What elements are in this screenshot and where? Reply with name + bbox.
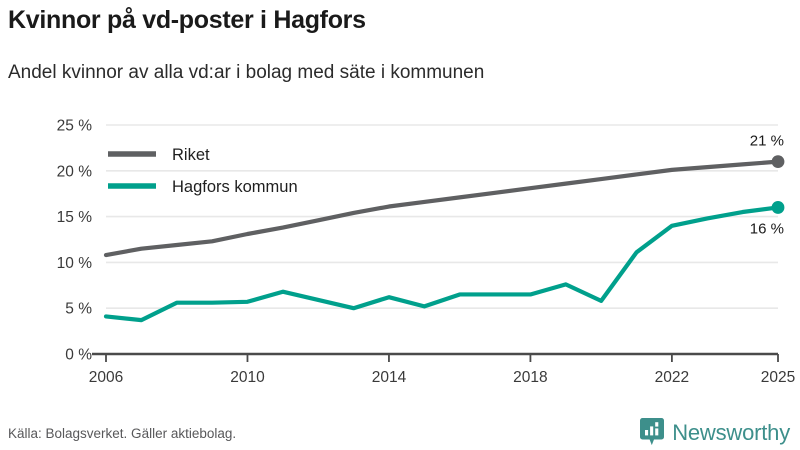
legend-label-riket: Riket (172, 146, 210, 164)
x-axis-tick-label: 2025 (761, 369, 795, 386)
series-line-hagfors (103, 205, 781, 323)
x-axis-tick-label: 2006 (89, 369, 123, 386)
series-endpoints (771, 155, 785, 214)
series-value-label-hagfors: 16 % (750, 220, 784, 237)
y-axis-tick-labels: 0 % 5 % 10 % 15 % 20 % 25 % (57, 118, 93, 364)
legend-label-hagfors: Hagfors kommun (172, 178, 298, 196)
y-axis-tick-label: 10 % (57, 255, 93, 272)
x-axis-tick-labels: 2006 2010 2014 2018 2022 2025 (89, 369, 795, 386)
series-line-riket (103, 159, 781, 258)
x-axis-tick-label: 2018 (513, 369, 547, 386)
brand-name: Newsworthy (672, 420, 790, 445)
series-value-label-riket: 21 % (750, 133, 784, 150)
brand-logo[interactable]: Newsworthy (639, 418, 790, 448)
x-axis-tick-label: 2014 (372, 369, 407, 386)
bar-chart-bubble-icon (640, 418, 665, 446)
plot-area: 0 % 5 % 10 % 15 % 20 % 25 % 2006 2010 2014 2018 2… (0, 110, 800, 390)
y-axis-tick-label: 15 % (57, 209, 93, 226)
x-axis-tick-label: 2010 (230, 369, 265, 386)
x-axis-ticks (105, 354, 779, 362)
page-title: Kvinnor på vd-poster i Hagfors (8, 6, 366, 34)
y-axis-tick-label: 20 % (57, 163, 93, 180)
series-endpoint-labels: 21 % 16 % (750, 133, 784, 238)
chart-subtitle: Andel kvinnor av alla vd:ar i bolag med … (8, 62, 485, 83)
y-axis-tick-label: 0 % (65, 347, 92, 364)
data-series (103, 159, 781, 323)
chart-legend: Riket Hagfors kommun (108, 146, 298, 196)
y-axis-tick-label: 25 % (57, 118, 93, 135)
y-axis-tick-label: 5 % (65, 301, 92, 318)
x-axis-tick-label: 2022 (655, 369, 689, 386)
line-chart-svg: 0 %5 %10 %15 %20 %25 % 2006 2010 2014 2018 2… (57, 118, 796, 387)
source-note: Källa: Bolagsverket. Gäller aktiebolag. (8, 426, 237, 441)
series-endpoint-hagfors (771, 201, 785, 214)
series-endpoint-riket (771, 155, 785, 169)
